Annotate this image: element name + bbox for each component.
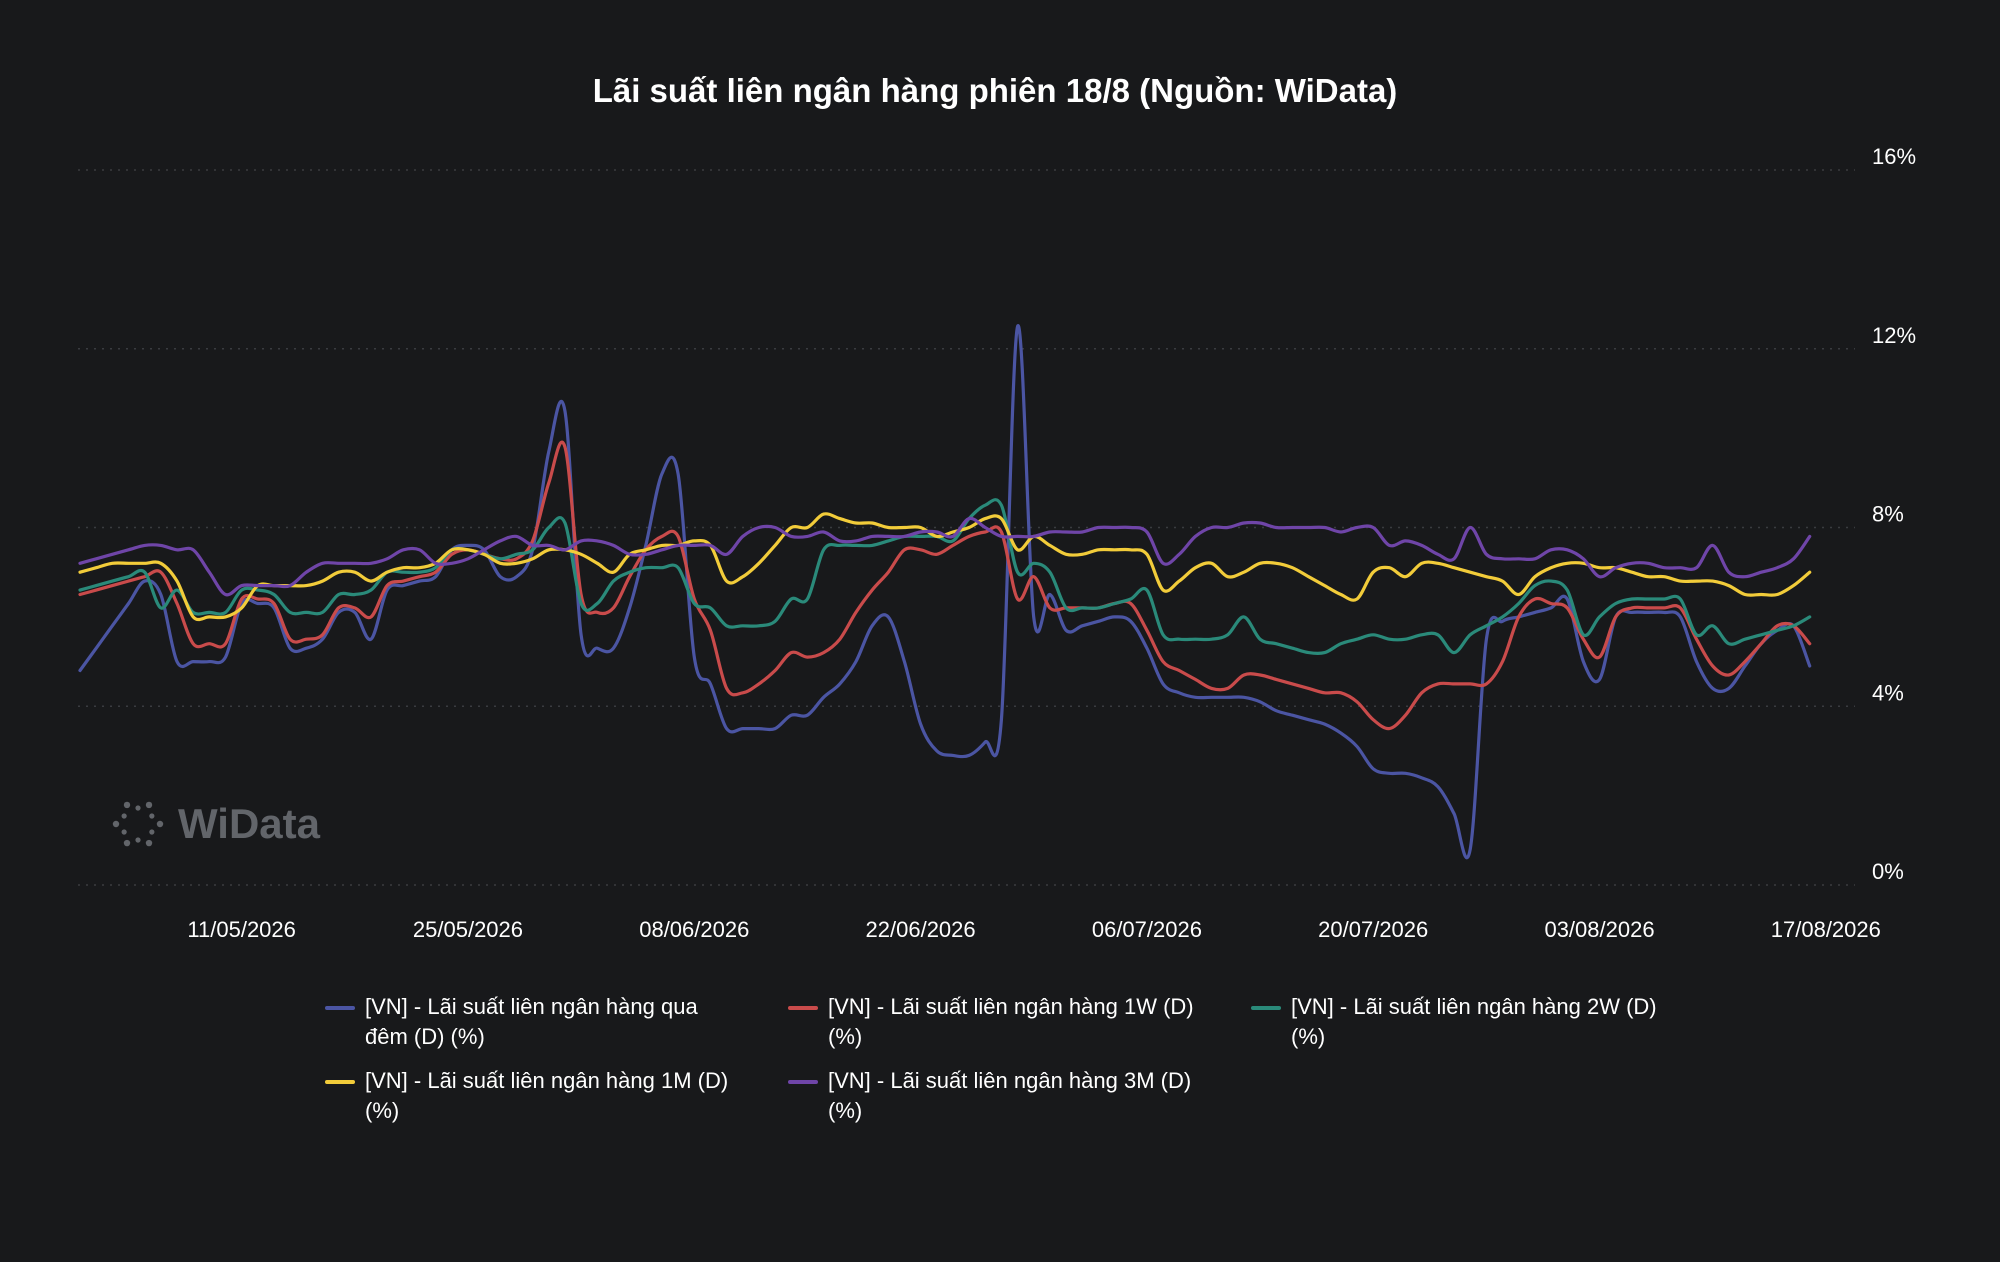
legend-item-4[interactable]: [VN] - Lãi suất liên ngân hàng 1M (D) (%… (325, 1066, 788, 1126)
y-tick-label: 8% (1872, 502, 1904, 527)
legend-swatch (325, 1006, 355, 1010)
y-tick-label: 0% (1872, 859, 1904, 884)
watermark-dot (145, 801, 153, 809)
chart-title: Lãi suất liên ngân hàng phiên 18/8 (Nguồ… (592, 72, 1398, 109)
legend-label: [VN] - Lãi suất liên ngân hàng 2W (D) (%… (1291, 994, 1657, 1049)
legend-label: [VN] - Lãi suất liên ngân hàng qua đêm (… (365, 994, 698, 1049)
watermark-dot (135, 805, 141, 811)
x-tick-label: 08/06/2026 (639, 917, 749, 942)
legend-label: [VN] - Lãi suất liên ngân hàng 1W (D) (%… (828, 994, 1194, 1049)
watermark-dot (149, 813, 155, 819)
series-line-5[interactable] (78, 516, 1812, 597)
x-tick-label: 17/08/2026 (1771, 917, 1881, 942)
x-tick-label: 20/07/2026 (1318, 917, 1428, 942)
watermark-dot (145, 839, 153, 847)
watermark-dot (121, 829, 127, 835)
legend-item-3[interactable]: [VN] - Lãi suất liên ngân hàng 2W (D) (%… (1251, 992, 1714, 1052)
chart-legend: [VN] - Lãi suất liên ngân hàng qua đêm (… (325, 992, 1725, 1126)
x-tick-label: 25/05/2026 (413, 917, 523, 942)
legend-swatch (325, 1080, 355, 1084)
y-tick-label: 16% (1872, 144, 1916, 169)
watermark-dot (123, 801, 131, 809)
x-tick-label: 06/07/2026 (1092, 917, 1202, 942)
legend-item-1[interactable]: [VN] - Lãi suất liên ngân hàng qua đêm (… (325, 992, 788, 1052)
watermark-dot (112, 820, 120, 828)
series-line-1[interactable] (78, 324, 1812, 860)
y-axis: 0% 4% 8% 12% 16% (1872, 144, 1916, 884)
legend-item-2[interactable]: [VN] - Lãi suất liên ngân hàng 1W (D) (%… (788, 992, 1251, 1052)
x-tick-label: 03/08/2026 (1544, 917, 1654, 942)
watermark-dot (156, 820, 164, 828)
watermark-dot (149, 829, 155, 835)
series-lines (78, 324, 1812, 860)
watermark-dot (121, 813, 127, 819)
legend-swatch (788, 1006, 818, 1010)
legend-item-5[interactable]: [VN] - Lãi suất liên ngân hàng 3M (D) (%… (788, 1066, 1251, 1126)
x-tick-label: 11/05/2026 (187, 917, 295, 942)
watermark-dot (123, 839, 131, 847)
series-line-2[interactable] (78, 440, 1812, 731)
watermark-text: WiData (178, 800, 321, 847)
y-tick-label: 4% (1872, 680, 1904, 705)
legend-swatch (1251, 1006, 1281, 1010)
x-axis: 11/05/2026 25/05/2026 08/06/2026 22/06/2026… (187, 917, 1880, 942)
watermark-dot (135, 837, 141, 843)
watermark-logo: WiData (112, 800, 321, 847)
series-line-3[interactable] (78, 498, 1812, 656)
legend-label: [VN] - Lãi suất liên ngân hàng 1M (D) (%… (365, 1068, 729, 1123)
legend-swatch (788, 1080, 818, 1084)
x-tick-label: 22/06/2026 (866, 917, 976, 942)
legend-label: [VN] - Lãi suất liên ngân hàng 3M (D) (%… (828, 1068, 1192, 1123)
y-tick-label: 12% (1872, 323, 1916, 348)
